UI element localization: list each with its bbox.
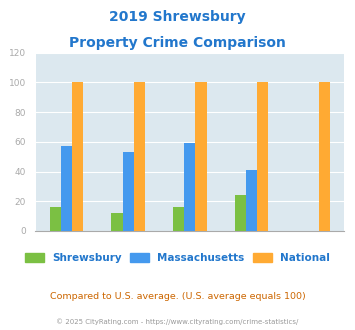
Text: 2019 Shrewsbury: 2019 Shrewsbury [109, 10, 246, 24]
Bar [72, 82, 83, 231]
Bar [61, 146, 72, 231]
Bar [319, 82, 330, 231]
Bar [111, 213, 122, 231]
Bar [257, 82, 268, 231]
Bar [134, 82, 145, 231]
Legend: Shrewsbury, Massachusetts, National: Shrewsbury, Massachusetts, National [21, 248, 334, 267]
Bar [173, 207, 184, 231]
Text: Property Crime Comparison: Property Crime Comparison [69, 36, 286, 50]
Text: © 2025 CityRating.com - https://www.cityrating.com/crime-statistics/: © 2025 CityRating.com - https://www.city… [56, 318, 299, 325]
Bar [122, 152, 134, 231]
Bar [50, 207, 61, 231]
Text: Compared to U.S. average. (U.S. average equals 100): Compared to U.S. average. (U.S. average … [50, 292, 305, 301]
Bar [235, 195, 246, 231]
Bar [246, 170, 257, 231]
Bar [184, 143, 196, 231]
Bar [196, 82, 207, 231]
